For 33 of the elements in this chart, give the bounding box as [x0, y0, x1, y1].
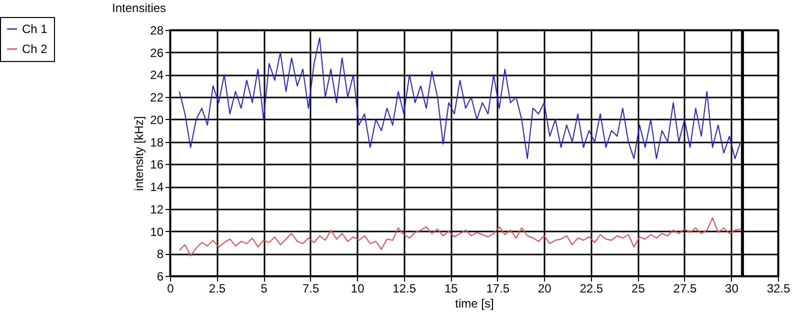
x-tick-label: 0	[167, 282, 174, 296]
x-tick-label: 12.5	[392, 282, 416, 296]
x-tick-label: 22.5	[580, 282, 604, 296]
x-tick-label: 30	[725, 282, 739, 296]
y-tick-label: 24	[150, 68, 164, 82]
y-tick-label: 12	[150, 202, 164, 216]
line-series	[178, 37, 742, 160]
x-tick-label: 17.5	[486, 282, 510, 296]
y-tick-label: 18	[150, 135, 164, 150]
x-tick-label: 15	[444, 282, 458, 296]
y-tick-label: 22	[150, 90, 164, 105]
y-tick-label: 20	[150, 112, 164, 127]
x-tick-label: 2.5	[208, 282, 226, 296]
x-tick-label: 25	[632, 282, 646, 296]
y-tick-label: 16	[150, 158, 164, 172]
legend-label: Ch 2	[22, 42, 48, 56]
x-tick-label: 32.5	[766, 282, 790, 296]
x-tick-label: 20	[538, 282, 552, 296]
x-tick-label: 5	[260, 282, 268, 296]
chart-title: Intensities	[112, 1, 166, 15]
y-tick-label: 6	[156, 270, 164, 284]
x-tick-label: 7.5	[302, 282, 320, 296]
x-axis-title: time [s]	[455, 296, 494, 310]
x-tick-label: 10	[350, 282, 365, 296]
y-tick-label: 14	[150, 180, 164, 194]
y-tick-label: 8	[156, 247, 164, 262]
y-axis-title: intensity [kHz]	[132, 116, 146, 191]
y-tick-label: 26	[150, 46, 164, 60]
y-tick-label: 10	[150, 224, 164, 239]
x-tick-label: 27.5	[673, 282, 697, 296]
line-series	[178, 217, 742, 256]
y-tick-label: 28	[150, 24, 164, 38]
legend-label: Ch 1	[22, 22, 48, 36]
